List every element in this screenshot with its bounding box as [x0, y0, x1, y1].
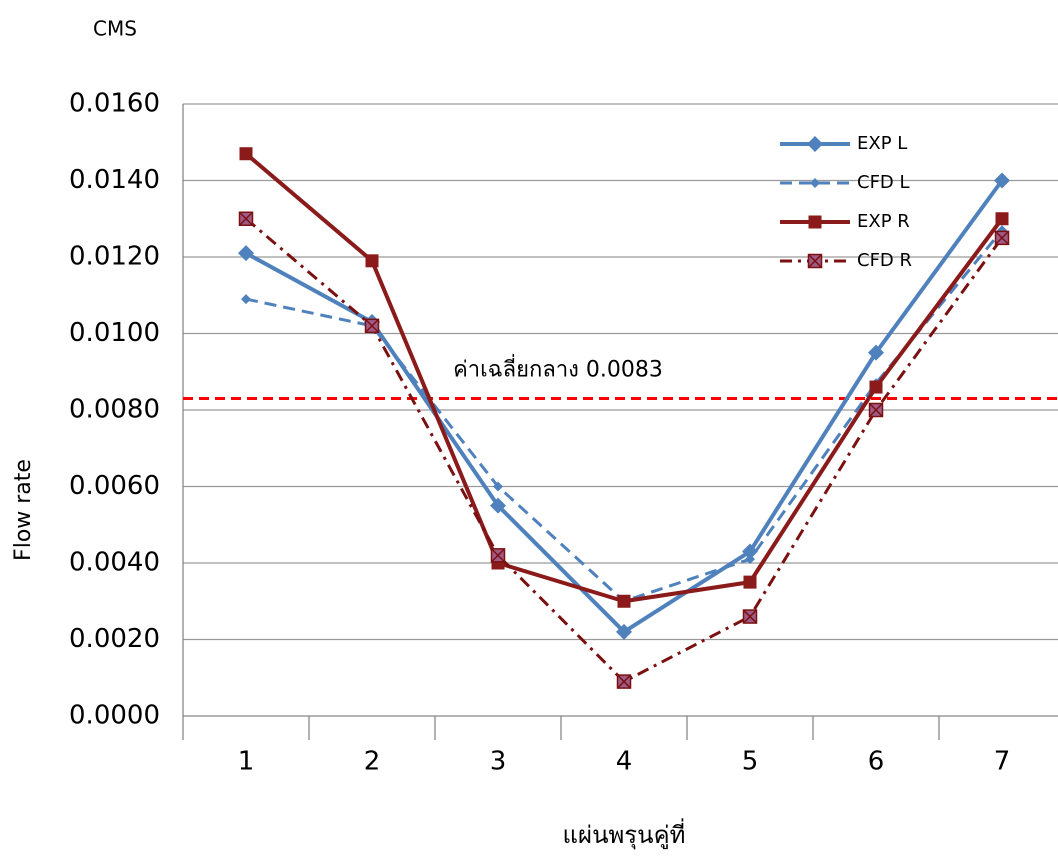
reference-label: ค่าเฉลี่ยกลาง 0.0083 [453, 354, 663, 383]
marker-shape [241, 294, 251, 305]
data-point [365, 254, 379, 268]
x-tick-label: 6 [868, 747, 885, 777]
marker-cross [617, 675, 631, 689]
marker-shape [743, 575, 757, 589]
data-point [742, 543, 758, 560]
marker-shape [238, 245, 254, 262]
data-point [994, 172, 1010, 189]
x-tick-label: 3 [490, 747, 507, 777]
legend-marker [807, 253, 823, 269]
marker-cross [808, 254, 822, 268]
legend-label: CFD R [857, 250, 912, 271]
data-point [869, 380, 883, 394]
marker-cross [491, 548, 505, 562]
data-point [239, 147, 253, 161]
marker-shape [365, 254, 379, 268]
marker-cross [743, 610, 757, 624]
marker-shape [239, 147, 253, 161]
marker-shape [807, 136, 823, 152]
marker-shape [994, 172, 1010, 189]
marker-shape [493, 481, 503, 492]
y-axis-title: Flow rate [11, 459, 36, 561]
data-point [493, 481, 503, 492]
y-tick-label: 0.0060 [69, 471, 160, 501]
data-point [616, 674, 632, 689]
data-point [490, 497, 506, 514]
data-point [241, 294, 251, 305]
marker-shape [617, 594, 631, 608]
x-tick-label: 7 [994, 747, 1011, 777]
legend-label: EXP R [857, 211, 910, 232]
marker-shape [808, 215, 822, 229]
marker-cross [869, 403, 883, 417]
y-tick-label: 0.0100 [69, 318, 160, 348]
data-point [743, 575, 757, 589]
data-point [868, 402, 884, 418]
data-point [742, 609, 758, 624]
marker-shape [490, 497, 506, 514]
x-tick-label: 5 [742, 747, 759, 777]
data-point [745, 554, 755, 565]
legend-marker [807, 136, 823, 152]
marker-shape [869, 380, 883, 394]
marker-shape [742, 543, 758, 560]
data-point [616, 623, 632, 640]
x-axis-title: แผ่นพรุนคู่ที่ [563, 818, 686, 850]
data-point [617, 594, 631, 608]
marker-cross [995, 231, 1009, 245]
x-tick-label: 2 [364, 747, 381, 777]
data-point [238, 245, 254, 262]
y-tick-label: 0.0000 [69, 701, 160, 731]
y-tick-label: 0.0040 [69, 548, 160, 578]
y-tick-label: 0.0140 [69, 165, 160, 195]
legend-label: CFD L [857, 172, 910, 193]
marker-shape [616, 623, 632, 640]
series-line [245, 229, 1004, 603]
marker-cross [365, 319, 379, 333]
data-point [868, 344, 884, 361]
legend-marker [808, 215, 822, 229]
data-point [994, 230, 1010, 246]
data-point [995, 212, 1009, 226]
data-point [364, 318, 380, 334]
y-tick-label: 0.0020 [69, 624, 160, 654]
x-tick-label: 1 [238, 747, 255, 777]
data-point [490, 548, 506, 563]
marker-shape [995, 212, 1009, 226]
legend-marker [810, 178, 820, 188]
y-tick-label: 0.0120 [69, 242, 160, 272]
marker-shape [868, 344, 884, 361]
series-line [245, 217, 1004, 684]
data-point [238, 211, 254, 226]
legend-label: EXP L [857, 133, 907, 154]
marker-shape [745, 554, 755, 565]
y-tick-label: 0.0160 [69, 89, 160, 119]
marker-shape [810, 178, 820, 188]
unit-label: CMS [93, 17, 137, 41]
x-tick-label: 4 [616, 747, 633, 777]
y-tick-label: 0.0080 [69, 395, 160, 425]
marker-cross [239, 212, 253, 226]
